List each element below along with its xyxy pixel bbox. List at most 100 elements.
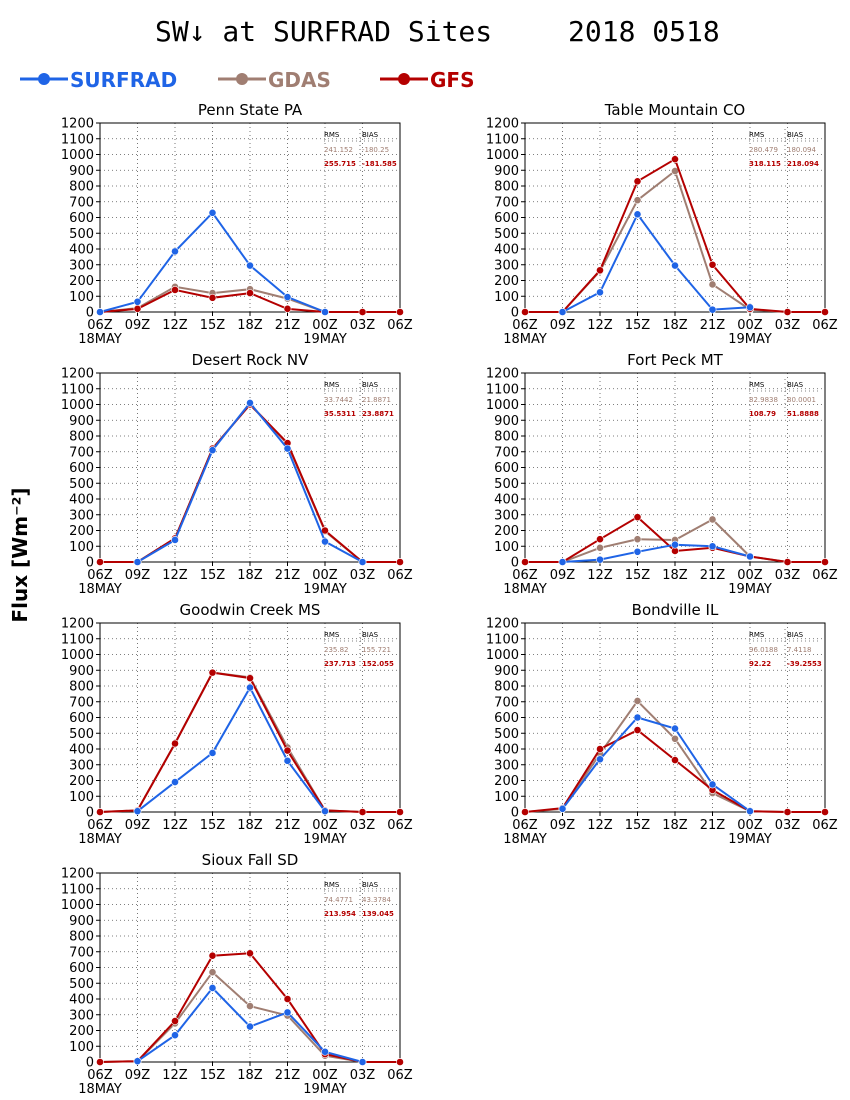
- data-point-surfrad: [283, 1008, 292, 1017]
- y-tick-label: 1000: [61, 898, 94, 913]
- stats-header-rms: RMS: [324, 381, 340, 389]
- stats-gfs-rms: 255.715: [324, 160, 356, 168]
- y-tick-label: 800: [69, 930, 94, 945]
- y-tick-label: 0: [511, 306, 519, 321]
- y-tick-label: 600: [69, 461, 94, 476]
- data-point-surfrad: [558, 558, 567, 566]
- stats-gdas-bias: 43.3784: [362, 896, 391, 904]
- figure-title: SW↓ at SURFRAD Sites 2018 0518: [155, 15, 720, 48]
- data-point-gdas: [708, 515, 717, 524]
- stats-header-bias: BIAS: [787, 381, 804, 389]
- stats-gfs-bias: 218.094: [787, 160, 819, 168]
- x-tick-label: 21Z: [700, 568, 726, 583]
- data-point-gfs: [783, 808, 792, 816]
- y-tick-label: 500: [69, 227, 94, 242]
- stats-gfs-rms: 108.79: [749, 410, 776, 418]
- y-tick-label: 200: [69, 524, 94, 539]
- date-label-mid: 19MAY: [303, 1082, 347, 1097]
- data-point-gfs: [358, 808, 367, 816]
- x-tick-label: 06Z: [812, 318, 838, 333]
- x-tick-label: 03Z: [775, 818, 801, 833]
- stats-gfs-bias: -39.2553: [787, 660, 822, 668]
- panel-title: Table Mountain CO: [604, 101, 746, 119]
- y-tick-label: 1200: [486, 617, 519, 632]
- y-tick-label: 900: [494, 164, 519, 179]
- date-label-start: 18MAY: [78, 832, 122, 847]
- data-point-gfs: [171, 1017, 179, 1025]
- x-tick-label: 18Z: [237, 568, 263, 583]
- date-label-start: 18MAY: [78, 332, 122, 347]
- y-tick-label: 200: [494, 524, 519, 539]
- stats-gdas-rms: 241.152: [324, 146, 353, 154]
- x-tick-label: 00Z: [312, 1068, 338, 1083]
- legend: SURFRAD GDAS GFS: [20, 68, 474, 92]
- data-point-gfs: [283, 304, 292, 313]
- data-point-surfrad: [746, 807, 754, 816]
- data-point-gdas: [633, 196, 642, 205]
- stats-gfs-rms: 237.713: [324, 660, 356, 668]
- y-tick-label: 1200: [486, 367, 519, 382]
- data-point-gfs: [821, 808, 829, 816]
- y-tick-label: 400: [494, 743, 519, 758]
- data-point-surfrad: [246, 1022, 254, 1031]
- y-tick-label: 300: [69, 258, 94, 273]
- data-point-gfs: [171, 286, 179, 294]
- data-point-gfs: [671, 155, 679, 164]
- x-tick-label: 21Z: [275, 1068, 301, 1083]
- panel-title: Fort Peck MT: [627, 351, 723, 369]
- y-tick-label: 1200: [61, 117, 94, 132]
- x-tick-label: 03Z: [350, 818, 376, 833]
- panel-title: Sioux Fall SD: [202, 851, 299, 869]
- x-tick-label: 18Z: [662, 318, 688, 333]
- panel-title: Goodwin Creek MS: [180, 601, 321, 619]
- stats-gdas-rms: 235.82: [324, 646, 349, 654]
- data-point-surfrad: [133, 297, 142, 306]
- data-point-gdas: [208, 968, 217, 977]
- y-tick-label: 200: [494, 774, 519, 789]
- data-point-surfrad: [133, 558, 142, 566]
- y-tick-label: 500: [494, 227, 519, 242]
- y-tick-label: 700: [69, 945, 94, 960]
- stats-header-rms: RMS: [324, 131, 340, 139]
- x-tick-label: 06Z: [387, 818, 413, 833]
- y-tick-label: 1200: [61, 617, 94, 632]
- x-tick-label: 12Z: [162, 818, 188, 833]
- y-tick-label: 1200: [486, 117, 519, 132]
- y-tick-label: 300: [69, 758, 94, 773]
- data-point-gfs: [396, 308, 404, 316]
- data-point-gfs: [821, 308, 829, 316]
- data-point-gfs: [521, 808, 529, 816]
- y-tick-label: 500: [69, 727, 94, 742]
- y-tick-label: 1100: [486, 382, 519, 397]
- data-point-gfs: [283, 995, 292, 1003]
- y-tick-label: 600: [69, 961, 94, 976]
- y-tick-label: 0: [511, 556, 519, 571]
- data-point-gfs: [96, 808, 104, 816]
- x-tick-label: 21Z: [275, 818, 301, 833]
- x-tick-label: 03Z: [350, 568, 376, 583]
- data-point-surfrad: [358, 558, 367, 566]
- data-point-surfrad: [596, 755, 604, 764]
- x-tick-label: 03Z: [775, 318, 801, 333]
- data-point-gfs: [246, 674, 254, 683]
- x-tick-label: 09Z: [125, 318, 151, 333]
- stats-gdas-rms: 33.7442: [324, 396, 353, 404]
- x-tick-label: 12Z: [587, 568, 613, 583]
- y-tick-label: 900: [69, 414, 94, 429]
- y-tick-label: 600: [494, 711, 519, 726]
- panel-sioux-fall-sd: Sioux Fall SD 010020030040050060070080090…: [61, 851, 413, 1097]
- series-surfrad: [96, 208, 329, 316]
- y-tick-label: 100: [69, 290, 94, 305]
- data-point-gfs: [521, 558, 529, 566]
- data-point-surfrad: [283, 444, 292, 453]
- data-point-surfrad: [171, 1031, 179, 1040]
- data-point-gfs: [246, 949, 254, 958]
- stats-gdas-bias: 80.0001: [787, 396, 816, 404]
- y-tick-label: 100: [494, 540, 519, 555]
- data-point-surfrad: [671, 540, 679, 549]
- data-point-gdas: [246, 1002, 254, 1010]
- y-tick-label: 500: [69, 477, 94, 492]
- panel-table-mountain-co: Table Mountain CO 01002003004005006007008…: [486, 101, 838, 347]
- data-point-surfrad: [671, 261, 679, 270]
- stats-gfs-rms: 35.5311: [324, 410, 356, 418]
